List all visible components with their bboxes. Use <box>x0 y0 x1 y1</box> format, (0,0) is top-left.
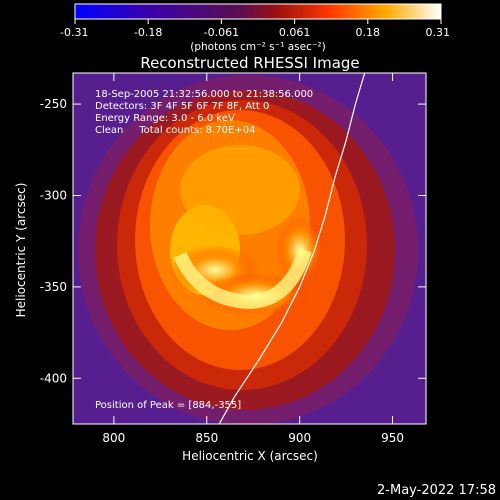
annotation-time: 18-Sep-2005 21:32:56.000 to 21:38:56.000 <box>95 89 313 100</box>
y-axis-label: Heliocentric Y (arcsec) <box>14 183 28 318</box>
footer-date: 2-May-2022 17:58 <box>377 483 496 498</box>
colorbar-tick-label: -0.18 <box>134 26 162 39</box>
y-tick-label: -350 <box>40 280 67 294</box>
colorbar-unit: (photons cm⁻² s⁻¹ asec⁻²) <box>190 41 325 53</box>
x-tick-label: 900 <box>288 431 311 445</box>
colorbar <box>74 3 442 20</box>
x-tick-label: 850 <box>195 431 218 445</box>
colorbar-tick-label: -0.061 <box>204 26 239 39</box>
colorbar-tick-label: -0.31 <box>60 26 88 39</box>
heatmap-image <box>73 73 426 424</box>
annotation-peak: Position of Peak = [884,-355] <box>95 400 241 411</box>
chart-title: Reconstructed RHESSI Image <box>140 54 359 72</box>
colorbar-tick-label: 0.31 <box>426 26 451 39</box>
y-tick-label: -250 <box>40 97 67 111</box>
y-tick-label: -300 <box>40 188 67 202</box>
colorbar-tick-label: 0.18 <box>356 26 381 39</box>
x-tick-label: 950 <box>381 431 404 445</box>
annotation-energy: Energy Range: 3.0 - 6.0 keV <box>95 113 235 124</box>
x-axis-label: Heliocentric X (arcsec) <box>182 449 318 463</box>
x-axis: 800 850 900 950 <box>102 73 404 445</box>
limb-curve <box>218 73 366 424</box>
y-tick-label: -400 <box>40 371 67 385</box>
annotation-detectors: Detectors: 3F 4F 5F 6F 7F 8F, Att 0 <box>95 101 269 112</box>
x-tick-label: 800 <box>102 431 125 445</box>
colorbar-tick-label: 0.061 <box>279 26 311 39</box>
y-axis: -400 -350 -300 -250 <box>40 97 426 385</box>
colorbar-ticks: -0.31 -0.18 -0.061 0.061 0.18 0.31 <box>60 19 450 39</box>
annotation-clean: Clean Total counts: 8.70E+04 <box>95 125 255 136</box>
